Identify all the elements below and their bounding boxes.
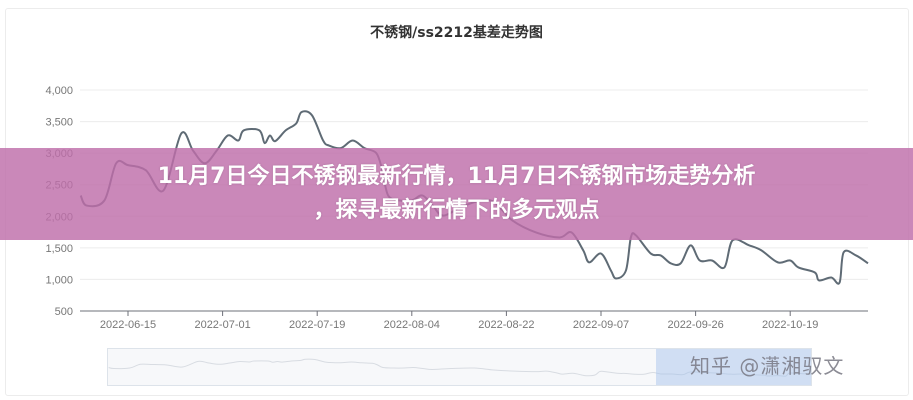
slider-preview-line bbox=[108, 358, 811, 377]
watermark: 知乎 @潇湘驭文 bbox=[690, 354, 845, 378]
chart-title: 不锈钢/ss2212基差走势图 bbox=[370, 25, 543, 41]
x-tick-label: 2022-08-04 bbox=[384, 319, 440, 331]
x-tick-label: 2022-08-22 bbox=[478, 319, 534, 331]
x-tick-label: 2022-07-19 bbox=[289, 319, 345, 331]
y-tick-label: 1,000 bbox=[45, 274, 73, 286]
x-tick-label: 2022-09-07 bbox=[573, 319, 629, 331]
slider-selected-window[interactable] bbox=[656, 349, 811, 385]
x-tick-label: 2022-10-19 bbox=[762, 319, 818, 331]
x-tick-label: 2022-06-15 bbox=[100, 319, 156, 331]
y-tick-label: 4,000 bbox=[45, 85, 73, 97]
x-tick-label: 2022-09-26 bbox=[667, 319, 723, 331]
y-tick-label: 3,500 bbox=[45, 117, 73, 129]
y-tick-label: 1,500 bbox=[45, 243, 73, 255]
data-zoom-slider[interactable] bbox=[107, 348, 812, 386]
x-tick-label: 2022-07-01 bbox=[194, 319, 250, 331]
title-banner: 11月7日今日不锈钢最新行情，11月7日不锈钢市场走势分析 ，探寻最新行情下的多… bbox=[0, 148, 913, 240]
banner-title-line-2: ，探寻最新行情下的多元观点 bbox=[313, 198, 600, 223]
y-tick-label: 500 bbox=[55, 306, 73, 318]
slider-preview bbox=[108, 358, 811, 377]
banner-title-line-1: 11月7日今日不锈钢最新行情，11月7日不锈钢市场走势分析 bbox=[157, 164, 756, 189]
